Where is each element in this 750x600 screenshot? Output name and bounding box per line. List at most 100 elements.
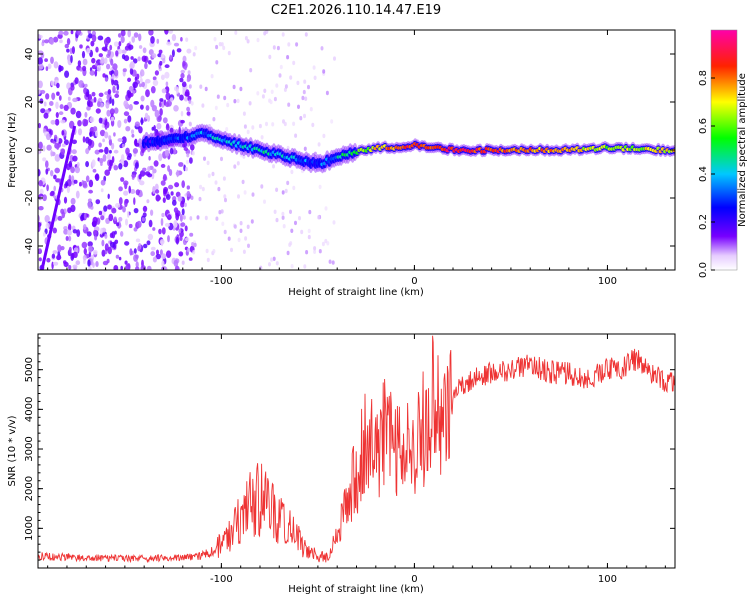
noise-speckle (82, 180, 88, 188)
noise-speckle (167, 235, 170, 243)
noise-speckle (120, 265, 123, 270)
noise-speckle (134, 142, 140, 147)
noise-speckle (213, 37, 217, 42)
noise-speckle (170, 191, 174, 196)
noise-speckle (268, 54, 272, 60)
noise-speckle (160, 163, 166, 168)
noise-speckle (60, 246, 65, 251)
noise-speckle (271, 122, 275, 127)
noise-speckle (54, 154, 61, 162)
noise-speckle (183, 141, 187, 148)
noise-speckle (208, 124, 211, 129)
noise-speckle (86, 231, 92, 237)
noise-speckle (281, 32, 285, 37)
snr-panel: -100 0 100 1000 2000 3000 4000 5000 Height of s… (7, 333, 676, 595)
noise-speckle (107, 204, 112, 210)
noise-speckle (159, 101, 162, 108)
noise-speckle (142, 167, 147, 172)
noise-speckle (186, 190, 191, 198)
noise-speckle (111, 73, 115, 80)
noise-speckle (199, 184, 203, 190)
noise-speckle (190, 144, 195, 151)
noise-speckle (63, 228, 69, 235)
noise-speckle (148, 219, 153, 228)
noise-speckle (98, 142, 102, 148)
y-tick-label: -20 (24, 190, 35, 206)
noise-speckle (116, 222, 120, 227)
spectrogram-ticks: -100 0 100 -40 -20 0 20 40 (24, 30, 675, 287)
noise-speckle (220, 42, 224, 47)
noise-speckle (175, 236, 179, 245)
noise-speckle (135, 254, 139, 259)
noise-speckle (56, 82, 60, 89)
noise-speckle (188, 121, 192, 127)
noise-speckle (201, 186, 205, 192)
noise-speckle (145, 105, 150, 111)
noise-speckle (311, 122, 315, 128)
noise-speckle (145, 78, 151, 84)
noise-speckle (154, 109, 160, 118)
noise-speckle (95, 261, 99, 267)
noise-speckle (82, 224, 87, 231)
noise-speckle (100, 188, 104, 193)
noise-speckle (102, 138, 105, 143)
noise-speckle (112, 85, 116, 94)
noise-speckle (101, 46, 108, 51)
noise-speckle (268, 262, 271, 267)
noise-speckle (38, 147, 41, 155)
noise-speckle (38, 63, 44, 70)
noise-speckle (146, 199, 150, 204)
noise-speckle (75, 190, 80, 199)
noise-speckle (165, 194, 171, 200)
noise-speckle (53, 261, 59, 266)
spectrogram-ylabel: Frequency (Hz) (7, 112, 18, 188)
noise-speckle (94, 149, 100, 155)
y-tick-label: 5000 (24, 357, 35, 382)
noise-speckle (143, 243, 148, 249)
noise-speckle (69, 47, 73, 55)
noise-speckle (77, 120, 82, 127)
noise-speckle (113, 265, 119, 270)
noise-speckle (68, 246, 72, 253)
noise-speckle (138, 126, 143, 134)
noise-speckle (125, 218, 128, 226)
noise-speckle (304, 96, 308, 101)
noise-speckle (102, 154, 107, 162)
noise-speckle (248, 101, 252, 106)
noise-speckle (101, 239, 105, 247)
noise-speckle (74, 77, 79, 85)
noise-speckle (281, 190, 285, 195)
noise-speckle (138, 45, 143, 49)
noise-speckle (106, 258, 110, 264)
noise-speckle (152, 79, 159, 86)
noise-speckle (112, 63, 118, 71)
noise-speckle (42, 39, 45, 44)
noise-speckle (129, 61, 135, 69)
noise-speckle (120, 35, 125, 44)
noise-speckle (142, 47, 147, 54)
noise-speckle (43, 112, 49, 119)
noise-speckle (155, 189, 160, 194)
noise-speckle (302, 89, 306, 95)
noise-speckle (221, 221, 225, 226)
noise-speckle (171, 49, 175, 58)
x-tick-label: -100 (210, 574, 233, 585)
noise-speckle (137, 56, 141, 62)
noise-speckle (42, 157, 47, 162)
noise-speckle (111, 142, 115, 150)
noise-speckle (72, 97, 78, 103)
noise-speckle (133, 32, 139, 38)
noise-speckle (184, 225, 188, 232)
noise-speckle (156, 38, 160, 44)
noise-speckle (109, 232, 114, 238)
noise-speckle (136, 220, 142, 228)
noise-speckle (169, 147, 174, 155)
noise-speckle (179, 214, 183, 222)
noise-speckle (179, 94, 184, 101)
colorbar-tick-label: 0.2 (698, 214, 709, 230)
noise-speckle (324, 206, 328, 211)
noise-speckle (244, 36, 248, 41)
noise-speckle (108, 166, 112, 171)
noise-speckle (282, 224, 286, 229)
noise-speckle (220, 209, 224, 214)
